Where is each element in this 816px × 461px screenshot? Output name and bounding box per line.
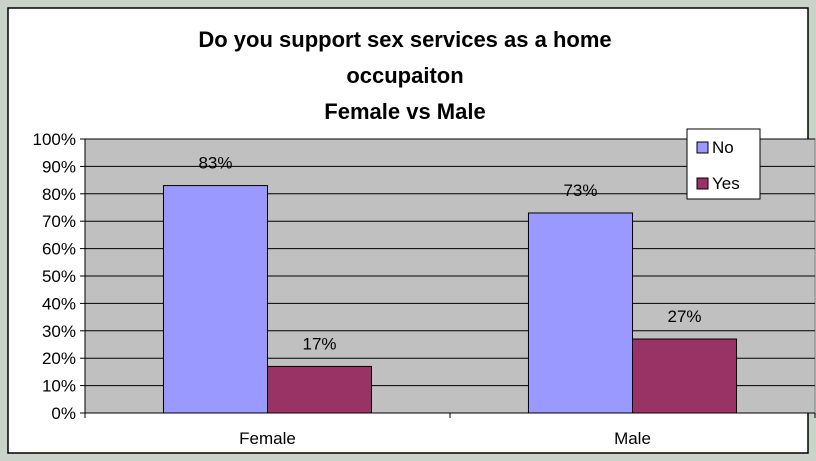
y-axis: 0% 10% 20% 30% 40% 50% 60% 70% 80% 90% 100% xyxy=(33,130,86,423)
bar-yes-female xyxy=(267,365,373,414)
x-tick-label: Male xyxy=(614,429,651,448)
y-tick-label: 30% xyxy=(42,322,76,341)
data-label: 83% xyxy=(198,154,232,173)
x-tick-label: Female xyxy=(239,429,296,448)
y-tick-label: 70% xyxy=(42,212,76,231)
legend: No Yes xyxy=(686,128,761,200)
y-tick-label: 0% xyxy=(51,404,76,423)
data-label: 73% xyxy=(563,181,597,200)
legend-swatch-yes xyxy=(696,177,709,190)
bar-no-female xyxy=(162,185,269,414)
data-labels: 83% 17% 73% 27% xyxy=(198,154,701,354)
y-tick-label: 20% xyxy=(42,349,76,368)
y-tick-label: 50% xyxy=(42,267,76,286)
y-tick-label: 90% xyxy=(42,157,76,176)
y-tick-label: 80% xyxy=(42,185,76,204)
y-tick-label: 10% xyxy=(42,377,76,396)
bar-no-male xyxy=(527,212,633,414)
chart-title-line-3: Female vs Male xyxy=(324,99,485,124)
bar-yes-male xyxy=(632,338,738,414)
data-label: 17% xyxy=(302,334,336,353)
chart-title-line-1: Do you support sex services as a home xyxy=(198,27,611,52)
legend-label-no: No xyxy=(712,138,734,157)
y-tick-label: 100% xyxy=(33,130,76,149)
chart-title-line-2: occupaiton xyxy=(346,63,463,88)
data-label: 27% xyxy=(667,307,701,326)
y-tick-label: 60% xyxy=(42,240,76,259)
bars xyxy=(162,185,738,414)
legend-swatch-no xyxy=(696,141,709,154)
legend-label-yes: Yes xyxy=(712,174,740,193)
y-tick-label: 40% xyxy=(42,294,76,313)
